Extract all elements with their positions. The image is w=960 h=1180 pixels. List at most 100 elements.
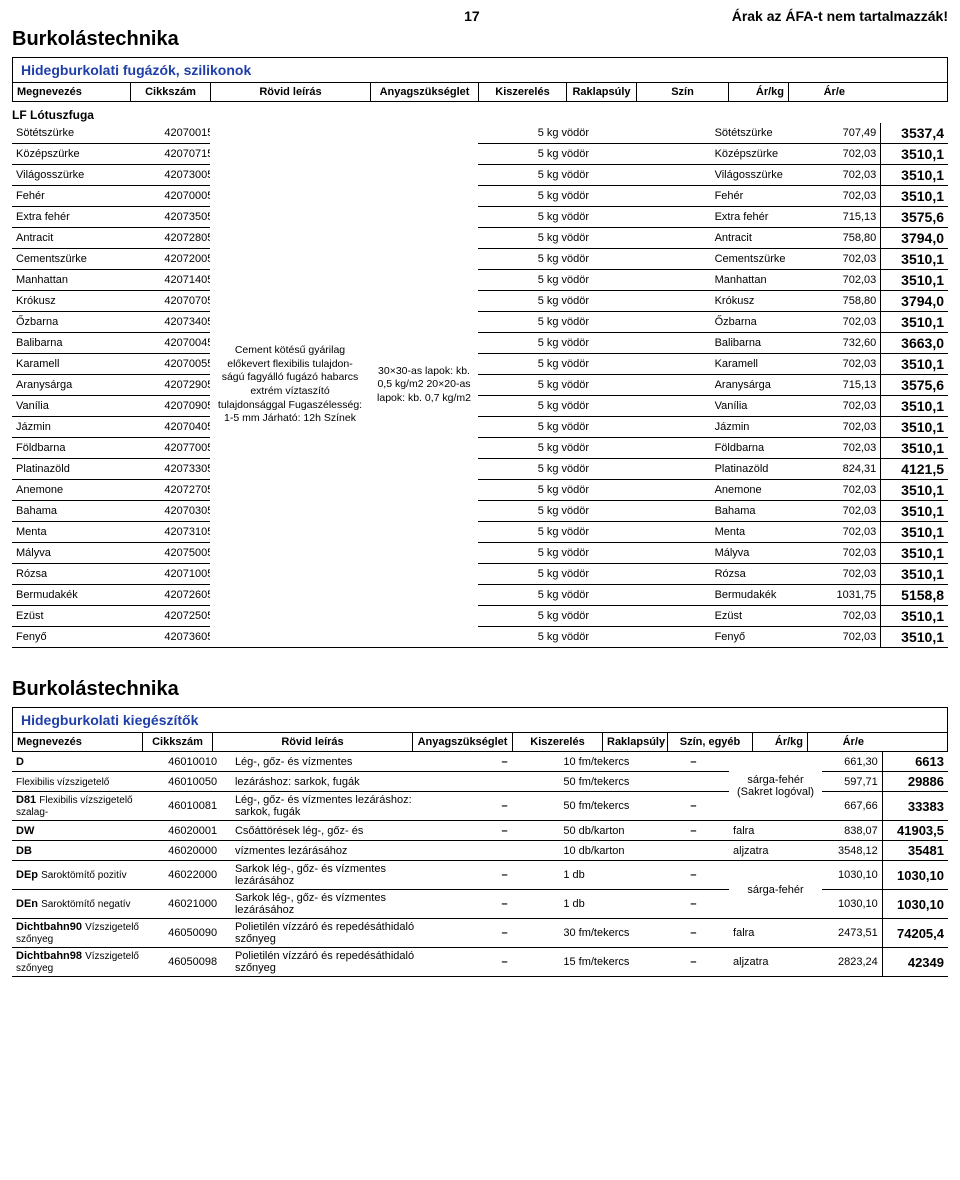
cell-color: Mályva — [711, 543, 814, 564]
cell-name: DB — [12, 841, 154, 861]
hdr2-code: Cikkszám — [143, 733, 213, 751]
cell-pk: 3548,12 — [822, 841, 882, 861]
cell-color: Menta — [711, 522, 814, 543]
cell-pk: 702,03 — [814, 606, 881, 627]
table-row: Ezüst420725055 kg vödörEzüst702,033510,1 — [12, 606, 948, 627]
cell-color: Világosszürke — [711, 165, 814, 186]
table-row: Földbarna420770055 kg vödörFöldbarna702,… — [12, 438, 948, 459]
cell-desc: Polietilén vízzáró és repedésáthidaló sz… — [231, 948, 450, 977]
hdr2-name: Megnevezés — [13, 733, 143, 751]
cell-code: 46020001 — [154, 821, 231, 841]
cell-pe: 3794,0 — [881, 228, 948, 249]
cell-pack: 5 kg vödör — [534, 459, 633, 480]
cell-pe: 6613 — [882, 752, 948, 772]
cell-pk: 702,03 — [814, 165, 881, 186]
cell-color: Bahama — [711, 501, 814, 522]
cell-wt — [632, 417, 710, 438]
cell-wt — [632, 270, 710, 291]
cell-color: Földbarna — [711, 438, 814, 459]
cell-name: Őzbarna — [12, 312, 144, 333]
cell-name: Bermudakék — [12, 585, 144, 606]
cell-name: DEn Saroktömítő negatív — [12, 890, 154, 919]
cell-name: Vanília — [12, 396, 144, 417]
cell-pk: 702,03 — [814, 417, 881, 438]
cell-pk: 702,03 — [814, 522, 881, 543]
cell-pack: 1 db — [559, 890, 658, 919]
table-row: Karamell420700555 kg vödörKaramell702,03… — [12, 354, 948, 375]
cell-color: Aranysárga — [711, 375, 814, 396]
cell-color: Középszürke — [711, 144, 814, 165]
cell-name: Földbarna — [12, 438, 144, 459]
cell-name: Bahama — [12, 501, 144, 522]
table-row: Mályva420750055 kg vödörMályva702,033510… — [12, 543, 948, 564]
cell-pe: 3510,1 — [881, 480, 948, 501]
cell-pack: 5 kg vödör — [534, 207, 633, 228]
cell-wt — [632, 543, 710, 564]
cell-wt — [632, 396, 710, 417]
cell-color: falra — [729, 821, 822, 841]
cell-pack: 10 db/karton — [559, 841, 658, 861]
table-row: Balibarna420700455 kg vödörBalibarna732,… — [12, 333, 948, 354]
cell-pk: 667,66 — [822, 792, 882, 821]
cell-name: Középszürke — [12, 144, 144, 165]
vat-note: Árak az ÁFA-t nem tartalmazzák! — [732, 8, 948, 24]
cell-pk: 702,03 — [814, 144, 881, 165]
cell-wt: – — [658, 792, 729, 821]
shared-desc: Cement kötésű gyárilag előkevert flexibi… — [210, 123, 370, 648]
section2-subtitle: Hidegburkolati kiegészítők — [12, 707, 948, 732]
cell-color: Balibarna — [711, 333, 814, 354]
cell-name: DW — [12, 821, 154, 841]
hdr2-wt: Raklapsúly — [603, 733, 668, 751]
cell-code: 46022000 — [154, 861, 231, 890]
cell-pk: 702,03 — [814, 627, 881, 648]
hdr-code: Cikkszám — [131, 83, 211, 101]
cell-color: falra — [729, 919, 822, 948]
cell-desc: Sarkok lég-, gőz- és vízmentes lezárásáh… — [231, 890, 450, 919]
cell-wt — [632, 186, 710, 207]
table-row: Világosszürke420730055 kg vödörVilágossz… — [12, 165, 948, 186]
cell-pe: 3510,1 — [881, 522, 948, 543]
cell-pk: 1031,75 — [814, 585, 881, 606]
cell-desc: lezáráshoz: sarkok, fugák — [231, 772, 450, 792]
shared-need: 30×30-as lapok: kb. 0,5 kg/m2 20×20-as l… — [370, 123, 478, 648]
cell-desc: Lég-, gőz- és vízmentes — [231, 752, 450, 772]
cell-name: Menta — [12, 522, 144, 543]
cell-code: 46050098 — [154, 948, 231, 977]
cell-name: Cementszürke — [12, 249, 144, 270]
cell-pe: 33383 — [882, 792, 948, 821]
page-number: 17 — [212, 8, 732, 24]
cell-pe: 3575,6 — [881, 375, 948, 396]
cell-wt — [632, 228, 710, 249]
cell-color: Fehér — [711, 186, 814, 207]
cell-need — [450, 772, 559, 792]
cell-pack: 5 kg vödör — [534, 564, 633, 585]
cell-pack: 5 kg vödör — [534, 522, 633, 543]
cell-pe: 3510,1 — [881, 165, 948, 186]
cell-pack: 5 kg vödör — [534, 354, 633, 375]
table-row: Antracit420728055 kg vödörAntracit758,80… — [12, 228, 948, 249]
cell-pk: 2473,51 — [822, 919, 882, 948]
hdr-color: Szín — [637, 83, 729, 101]
cell-name: Platinazöld — [12, 459, 144, 480]
cell-name: Rózsa — [12, 564, 144, 585]
cell-color: Jázmin — [711, 417, 814, 438]
cell-pk: 707,49 — [814, 123, 881, 144]
cell-pk: 702,03 — [814, 354, 881, 375]
cell-pe: 35481 — [882, 841, 948, 861]
cell-wt: – — [658, 890, 729, 919]
cell-pk: 715,13 — [814, 207, 881, 228]
table-row: Jázmin420704055 kg vödörJázmin702,033510… — [12, 417, 948, 438]
cell-pack: 5 kg vödör — [534, 627, 633, 648]
cell-pe: 3510,1 — [881, 543, 948, 564]
cell-wt — [632, 585, 710, 606]
cell-wt — [632, 501, 710, 522]
hdr-pack: Kiszerelés — [479, 83, 567, 101]
table-row: Menta420731055 kg vödörMenta702,033510,1 — [12, 522, 948, 543]
table1-wrap: Sötétszürke420700155 kg vödörSötétszürke… — [12, 123, 948, 648]
cell-wt — [632, 564, 710, 585]
cell-pack: 5 kg vödör — [534, 333, 633, 354]
cell-pk: 702,03 — [814, 186, 881, 207]
cell-pack: 5 kg vödör — [534, 480, 633, 501]
cell-need: – — [450, 821, 559, 841]
hdr-pk: Ár/kg — [729, 83, 789, 101]
